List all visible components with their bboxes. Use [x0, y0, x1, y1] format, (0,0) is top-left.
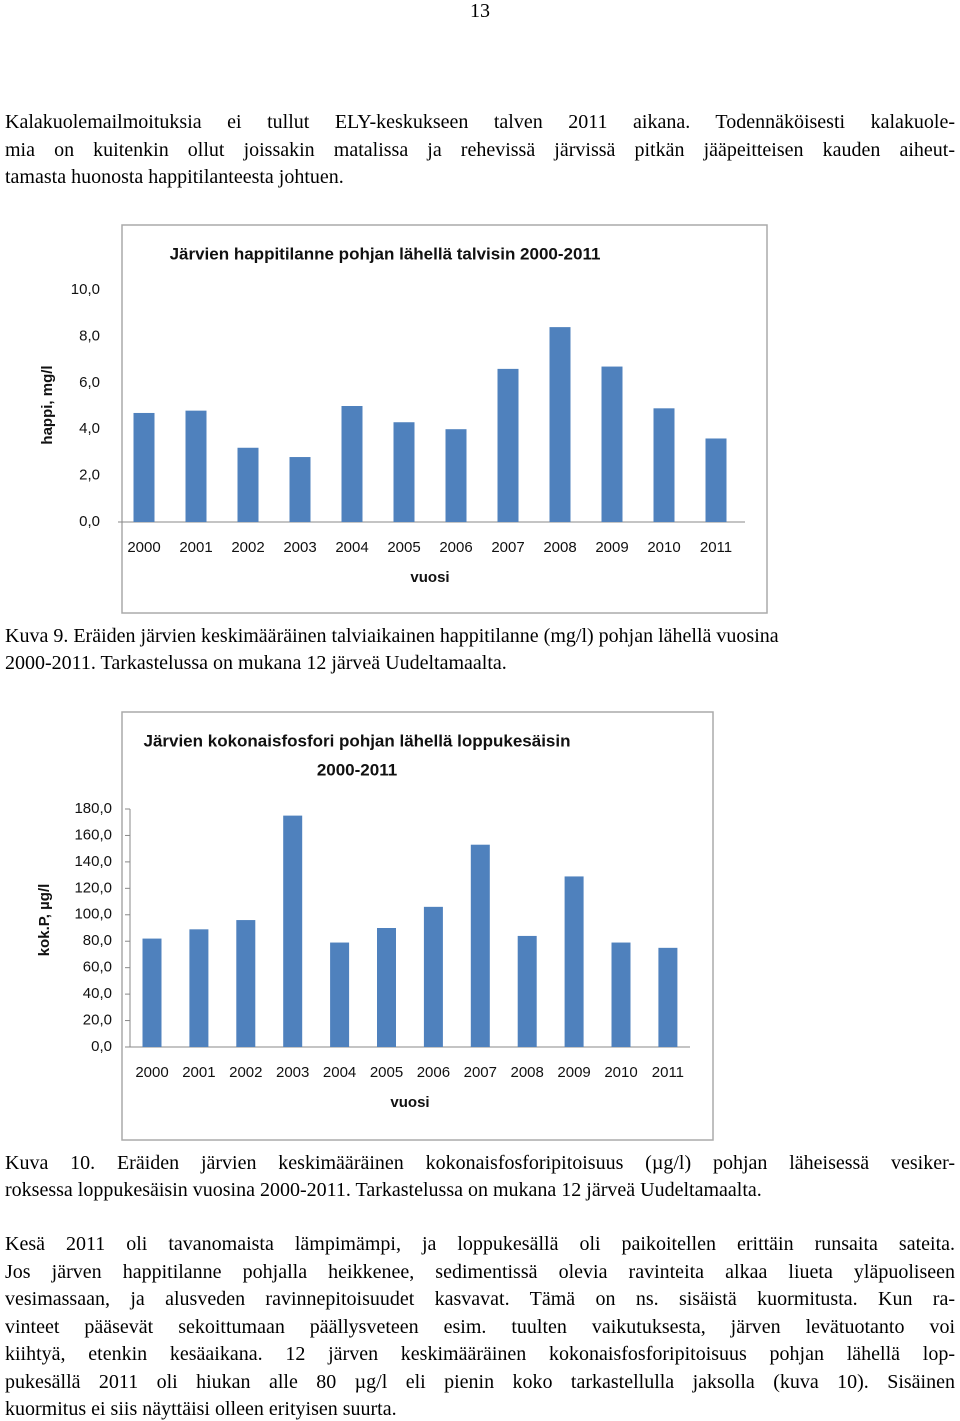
bar: [237, 447, 259, 522]
x-tick-label: 2006: [417, 1064, 450, 1081]
bar: [283, 815, 303, 1047]
bar: [341, 406, 363, 522]
chart-title: Järvien happitilanne pohjan lähellä talv…: [170, 244, 601, 263]
x-tick-label: 2001: [179, 539, 212, 556]
paragraph-line: vesimassaan, ja alusveden ravinnepitoisu…: [5, 1288, 955, 1310]
chart-title: 2000-2011: [317, 760, 397, 779]
y-tick-label: 180,0: [74, 800, 112, 817]
x-tick-label: 2010: [604, 1064, 637, 1081]
y-tick-label: 100,0: [74, 906, 112, 923]
y-tick-label: 0,0: [79, 513, 100, 530]
x-tick-label: 2010: [647, 539, 680, 556]
x-tick-label: 2011: [700, 539, 732, 556]
bar: [330, 942, 350, 1047]
paragraph-line: Jos järven happitilanne pohjalla heikken…: [5, 1260, 955, 1283]
y-tick-label: 20,0: [83, 1012, 112, 1029]
chart-frame: [121, 711, 714, 1141]
chart-title: Järvien kokonaisfosfori pohjan lähellä l…: [143, 731, 570, 750]
paragraph-line: kuormitus ei siis näyttäisi olleen erity…: [5, 1398, 397, 1420]
x-tick-label: 2000: [135, 1064, 168, 1081]
x-axis-label: vuosi: [410, 569, 449, 586]
y-tick-label: 160,0: [74, 826, 112, 843]
x-tick-label: 2011: [652, 1064, 684, 1081]
y-tick-label: 60,0: [83, 959, 112, 976]
chart-frame: [121, 224, 768, 614]
bar: [658, 947, 678, 1047]
paragraph-line: kiihtyä, etenkin kesäaikana. 12 järven k…: [5, 1343, 955, 1365]
caption-line: Kuva 10. Eräiden järvien keskimääräinen …: [5, 1152, 955, 1174]
caption-line: Kuva 9. Eräiden järvien keskimääräinen t…: [5, 625, 779, 647]
bar: [653, 408, 675, 522]
bar: [611, 942, 631, 1047]
y-axis-label: kok.P, µg/l: [36, 884, 53, 957]
y-tick-label: 140,0: [74, 853, 112, 870]
bar: [470, 844, 490, 1047]
x-tick-label: 2001: [182, 1064, 215, 1081]
x-tick-label: 2002: [231, 539, 264, 556]
bar: [236, 920, 256, 1047]
bar: [289, 457, 311, 522]
bar: [377, 928, 396, 1047]
bar: [517, 935, 537, 1047]
y-tick-label: 2,0: [79, 467, 100, 484]
bar: [549, 327, 571, 522]
bar: [393, 422, 415, 522]
bar: [133, 412, 155, 522]
x-axis-label: vuosi: [390, 1094, 429, 1111]
x-tick-label: 2003: [283, 539, 316, 556]
bar: [564, 876, 584, 1047]
x-tick-label: 2005: [370, 1064, 403, 1081]
bar: [445, 429, 467, 522]
y-tick-label: 0,0: [91, 1038, 112, 1055]
paragraph-line: vinteet pääsevät sekoittumaan päällysvet…: [5, 1315, 955, 1338]
paragraph-line: tamasta huonosta happitilanteesta johtue…: [5, 166, 344, 188]
x-tick-label: 2005: [387, 539, 420, 556]
y-tick-label: 120,0: [74, 879, 112, 896]
paragraph-line: mia on kuitenkin ollut joissakin matalis…: [5, 138, 955, 161]
y-tick-label: 10,0: [71, 281, 100, 298]
bar: [601, 366, 623, 522]
x-tick-label: 2008: [511, 1064, 544, 1081]
x-tick-label: 2009: [595, 539, 628, 556]
caption-line: 2000-2011. Tarkastelussa on mukana 12 jä…: [5, 651, 507, 674]
page-number: 13: [470, 0, 490, 22]
x-tick-label: 2000: [127, 539, 160, 556]
bar: [423, 906, 443, 1047]
y-axis-label: happi, mg/l: [39, 365, 56, 444]
x-tick-label: 2002: [229, 1064, 262, 1081]
bar: [189, 929, 209, 1047]
x-tick-label: 2004: [335, 539, 368, 556]
y-tick-label: 40,0: [83, 985, 112, 1002]
x-tick-label: 2007: [464, 1064, 497, 1081]
x-tick-label: 2004: [323, 1064, 356, 1081]
x-tick-label: 2007: [491, 539, 524, 556]
y-tick-label: 4,0: [79, 420, 100, 437]
bar: [497, 368, 519, 522]
caption-line: roksessa loppukesäisin vuosina 2000-2011…: [5, 1179, 762, 1201]
y-tick-label: 6,0: [79, 374, 100, 391]
y-tick-label: 80,0: [83, 932, 112, 949]
bar: [142, 938, 162, 1047]
paragraph-line: pukesällä 2011 oli hiukan alle 80 µg/l e…: [5, 1370, 955, 1393]
paragraph-line: Kalakuolemailmoituksia ei tullut ELY-kes…: [5, 111, 955, 133]
x-tick-label: 2009: [557, 1064, 590, 1081]
bar: [705, 438, 727, 522]
bar: [185, 410, 207, 522]
x-tick-label: 2003: [276, 1064, 309, 1081]
x-tick-label: 2008: [543, 539, 576, 556]
x-tick-label: 2006: [439, 539, 472, 556]
paragraph-line: Kesä 2011 oli tavanomaista lämpimämpi, j…: [5, 1233, 955, 1255]
y-tick-label: 8,0: [79, 327, 100, 344]
